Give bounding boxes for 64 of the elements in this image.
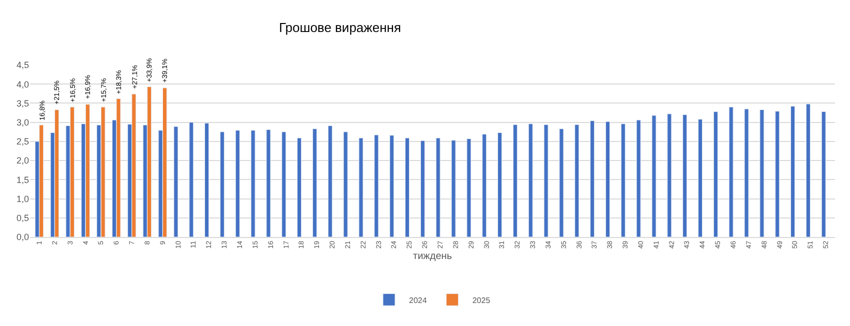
bar — [162, 88, 168, 237]
legend-label: 2024 — [409, 296, 428, 305]
bar — [404, 138, 410, 237]
bar — [790, 106, 796, 237]
bar — [312, 128, 317, 237]
bar — [744, 108, 749, 237]
bar — [282, 132, 286, 237]
bar — [590, 120, 595, 237]
bar — [189, 122, 194, 237]
y-tick-label: 4,5 — [16, 60, 29, 70]
bar — [482, 134, 487, 237]
bar — [821, 111, 826, 237]
y-tick-label: 4,0 — [16, 79, 29, 90]
bar — [636, 120, 641, 237]
bar — [374, 134, 379, 237]
y-tick-label: 1,0 — [16, 194, 29, 204]
bar — [116, 98, 121, 237]
bar — [713, 111, 718, 237]
bar — [390, 135, 394, 237]
bar — [574, 124, 580, 237]
bar — [451, 140, 456, 237]
bar — [420, 140, 425, 237]
y-tick-label: 2,5 — [16, 136, 29, 147]
bar — [100, 106, 106, 237]
bar — [605, 121, 610, 237]
bar — [358, 138, 364, 237]
bar — [682, 114, 688, 237]
bar — [39, 124, 44, 237]
bar — [728, 106, 734, 237]
legend-label: 2025 — [472, 296, 491, 305]
bar — [266, 129, 271, 237]
y-tick-label: 3,0 — [16, 117, 29, 128]
bar — [559, 128, 564, 237]
bar — [436, 138, 440, 237]
x-axis-title: тиждень — [413, 251, 452, 262]
y-tick-label: 1,5 — [16, 174, 29, 185]
bar — [70, 106, 74, 237]
bar — [806, 104, 810, 237]
y-tick-label: 3,5 — [16, 98, 29, 108]
bar — [235, 130, 240, 237]
y-tick-label: 2,0 — [16, 156, 29, 166]
y-tick-label: 0,5 — [16, 213, 29, 224]
bar — [775, 111, 780, 237]
bar — [343, 132, 348, 237]
bar — [220, 132, 224, 237]
bar — [132, 94, 136, 237]
bar — [204, 122, 210, 237]
bar — [620, 124, 626, 237]
bar — [528, 124, 533, 237]
bar — [544, 124, 548, 237]
bar — [698, 119, 703, 237]
bar — [85, 104, 90, 237]
bar — [297, 138, 302, 237]
bar — [512, 124, 518, 237]
bar — [250, 130, 256, 237]
bar — [760, 109, 764, 237]
bar — [174, 126, 178, 237]
chart-title: Грошове вираження — [279, 20, 401, 35]
bar — [466, 138, 472, 237]
bar — [498, 132, 502, 237]
bar — [667, 114, 672, 237]
y-tick-label: 0,0 — [16, 232, 29, 242]
bar — [328, 126, 332, 237]
bar — [652, 115, 656, 237]
